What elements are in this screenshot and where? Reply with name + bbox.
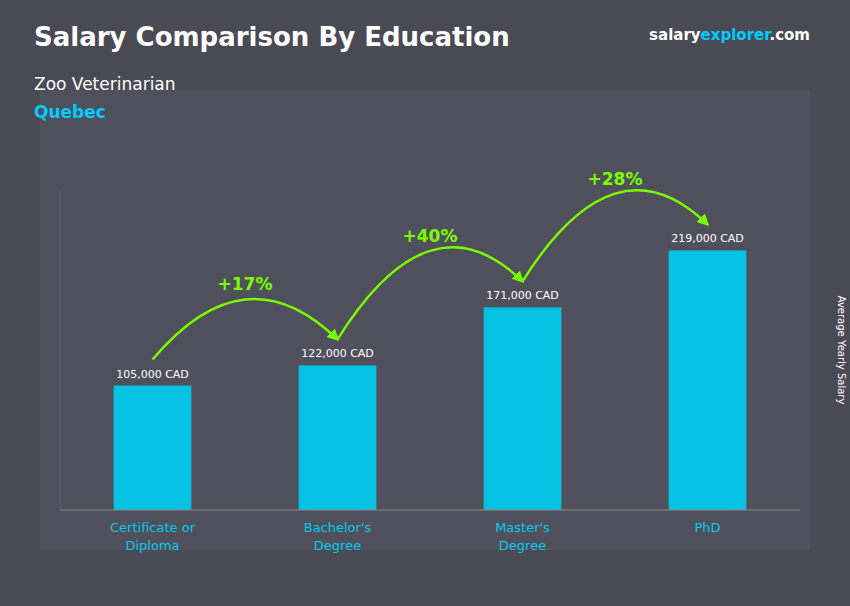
site-part: .com xyxy=(769,26,810,44)
x-tick-label: Master'sDegree xyxy=(495,520,550,553)
background xyxy=(0,0,850,606)
title: Salary Comparison By Education xyxy=(34,22,510,52)
change-label: +40% xyxy=(403,226,458,246)
y-axis-line xyxy=(60,190,61,510)
data-label: 122,000 CAD xyxy=(301,347,374,360)
y-axis-label: Average Yearly Salary xyxy=(836,296,847,405)
chart-container: Salary Comparison By Education Zoo Veteri… xyxy=(0,0,850,606)
bar xyxy=(114,386,192,510)
subtitle: Zoo Veterinarian xyxy=(34,74,176,94)
x-tick-label: Bachelor'sDegree xyxy=(304,520,372,553)
bar xyxy=(299,365,377,510)
background-panel xyxy=(40,90,810,550)
x-tick-label: Certificate orDiploma xyxy=(110,520,196,553)
bar xyxy=(669,250,747,510)
bar xyxy=(484,307,562,510)
chart: Salary Comparison By Education Zoo Veteri… xyxy=(0,0,850,606)
location: Quebec xyxy=(34,102,106,122)
change-label: +17% xyxy=(218,274,273,294)
x-tick-label: PhD xyxy=(694,520,720,535)
site-part: explorer xyxy=(701,26,773,44)
site-name: salaryexplorer.com xyxy=(649,26,810,44)
data-label: 219,000 CAD xyxy=(671,232,744,245)
data-label: 105,000 CAD xyxy=(116,368,189,381)
change-arrow xyxy=(523,190,708,281)
change-label: +28% xyxy=(588,169,643,189)
change-arrow xyxy=(338,247,523,339)
site-part: salary xyxy=(649,26,701,44)
bars xyxy=(114,250,747,510)
data-label: 171,000 CAD xyxy=(486,289,559,302)
change-arrow xyxy=(153,299,338,360)
baseline xyxy=(60,510,800,511)
